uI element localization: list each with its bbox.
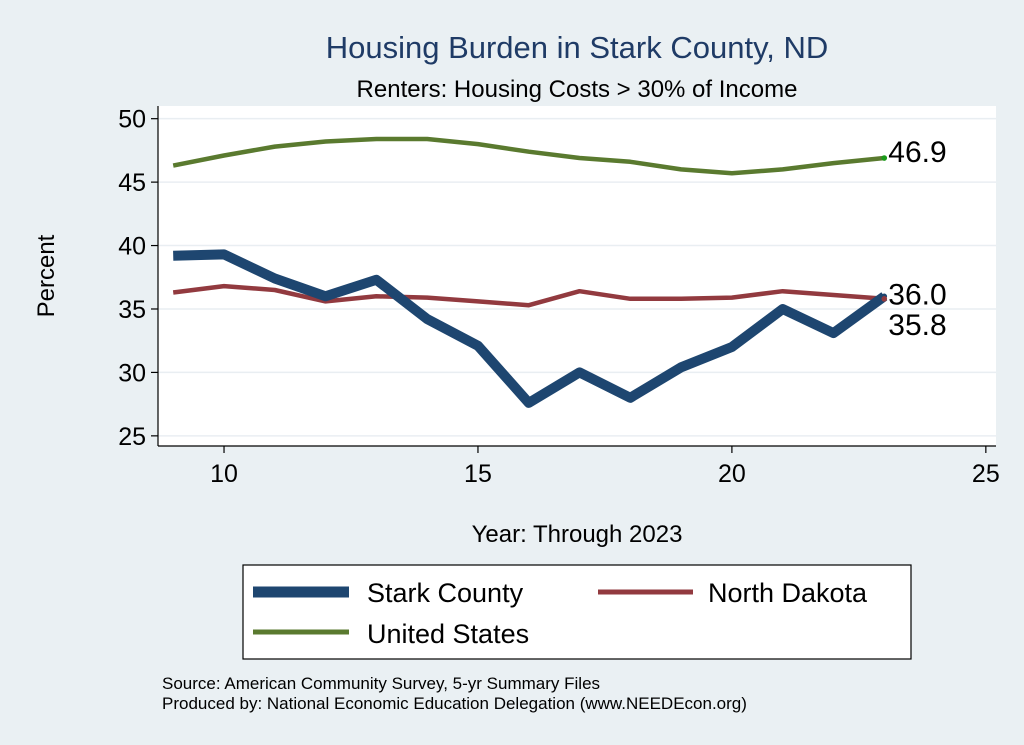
chart-subtitle: Renters: Housing Costs > 30% of Income [357,76,798,103]
producer-note: Produced by: National Economic Education… [162,694,747,713]
end-marker-north-dakota [881,296,888,302]
x-tick-label-25: 25 [972,460,1000,488]
end-label-united-states: 46.9 [888,136,946,169]
y-tick-label-25: 25 [118,423,146,451]
y-tick-label-35: 35 [118,296,146,324]
source-note: Source: American Community Survey, 5-yr … [162,674,600,693]
x-tick-label-15: 15 [464,460,492,488]
y-tick-label-30: 30 [118,359,146,387]
legend-label-north-dakota: North Dakota [708,578,868,608]
end-label-stark-county: 36.0 [888,278,946,311]
y-tick-label-45: 45 [118,169,146,197]
y-tick-label-40: 40 [118,233,146,261]
legend-label-united-states: United States [367,619,529,649]
y-tick-label-50: 50 [118,106,146,134]
chart-title: Housing Burden in Stark County, ND [326,30,829,65]
x-axis-label: Year: Through 2023 [472,521,683,548]
series-line-north-dakota [172,283,885,308]
end-labels: 36.035.8 46.9 [881,136,947,342]
x-tick-label-20: 20 [718,460,746,488]
end-marker-united-states [881,155,888,161]
series-layer [172,136,888,408]
legend: Stark County North Dakota United States [242,564,912,660]
legend-box [242,564,912,660]
legend-label-stark-county: Stark County [367,578,524,608]
series-line-stark-county [173,249,888,408]
x-tick-label-10: 10 [210,460,238,488]
end-label-north-dakota: 35.8 [888,309,946,342]
series-line-united-states [172,136,885,176]
axes: 25 30 35 40 45 50 10 15 20 25 [118,106,1000,488]
y-axis-label: Percent [33,234,60,317]
